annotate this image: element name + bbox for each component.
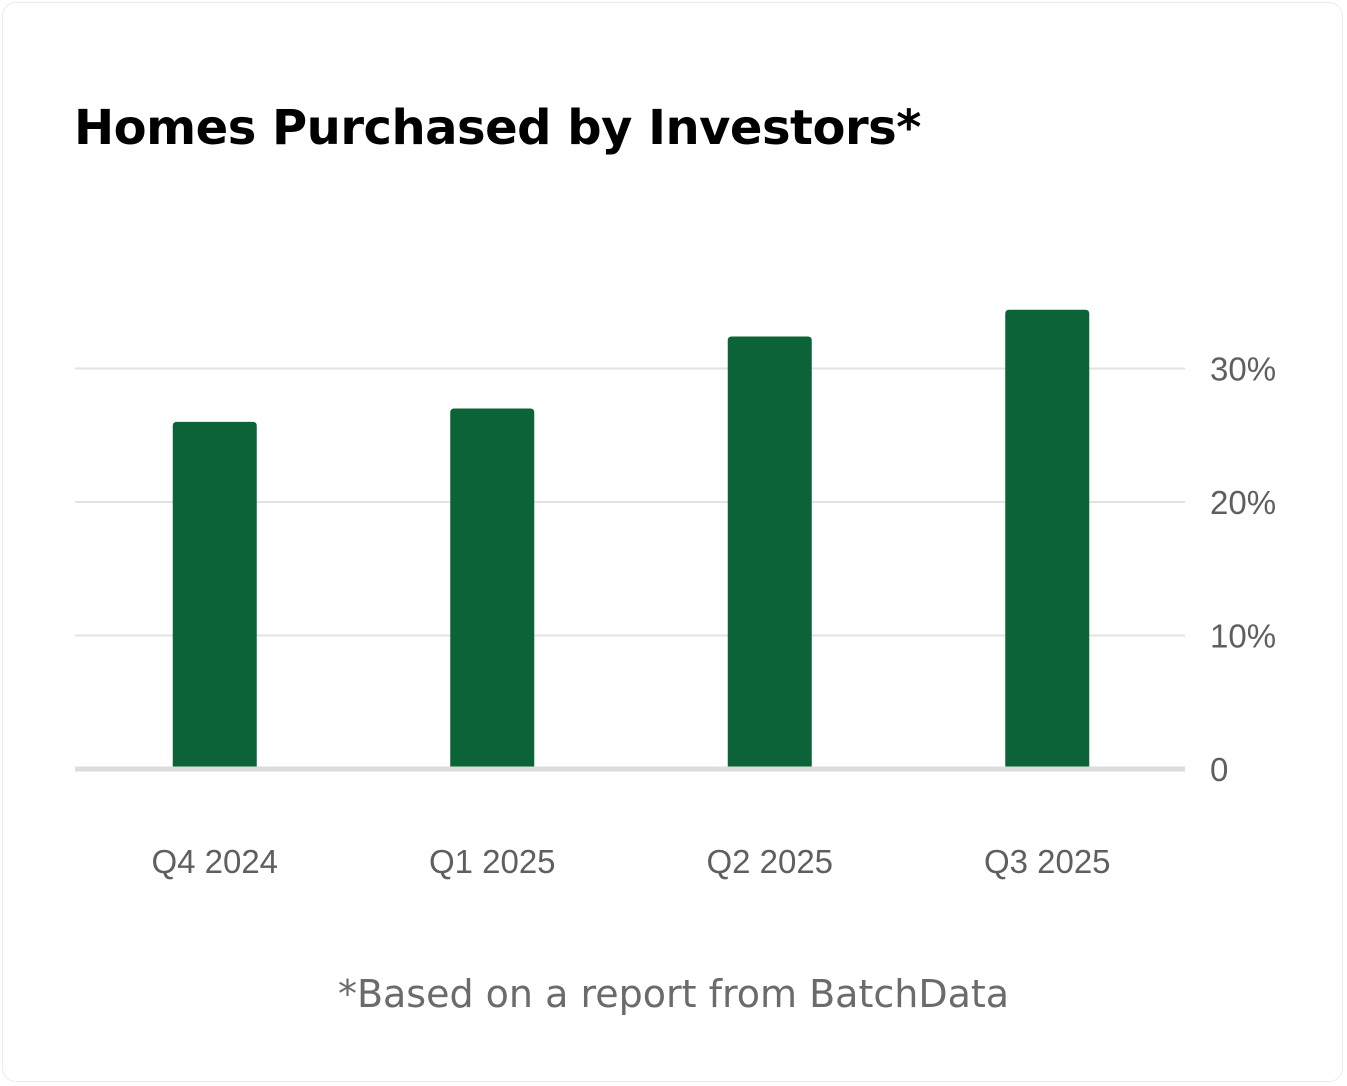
x-tick-label: Q3 2025 — [984, 843, 1111, 880]
x-tick-label: Q4 2024 — [151, 843, 278, 880]
bar-q1-2025 — [450, 408, 535, 769]
y-tick-label: 10% — [1210, 618, 1276, 655]
y-axis-ticks: 0 10% 20% 30% — [1210, 351, 1276, 789]
gridlines — [75, 367, 1185, 637]
x-tick-label: Q2 2025 — [706, 843, 833, 880]
x-tick-label: Q1 2025 — [429, 843, 556, 880]
y-tick-label: 20% — [1210, 484, 1276, 521]
source-footnote: *Based on a report from BatchData — [337, 972, 1010, 1016]
bar-q2-2025 — [727, 336, 812, 769]
x-axis-ticks: Q4 2024 Q1 2025 Q2 2025 Q3 2025 — [151, 843, 1110, 880]
y-tick-label: 0 — [1210, 751, 1228, 788]
y-tick-label: 30% — [1210, 351, 1276, 388]
bars — [172, 309, 1090, 769]
bar-q3-2025 — [1005, 309, 1090, 769]
chart-title: Homes Purchased by Investors* — [74, 100, 921, 156]
bar-q4-2024 — [172, 421, 257, 769]
